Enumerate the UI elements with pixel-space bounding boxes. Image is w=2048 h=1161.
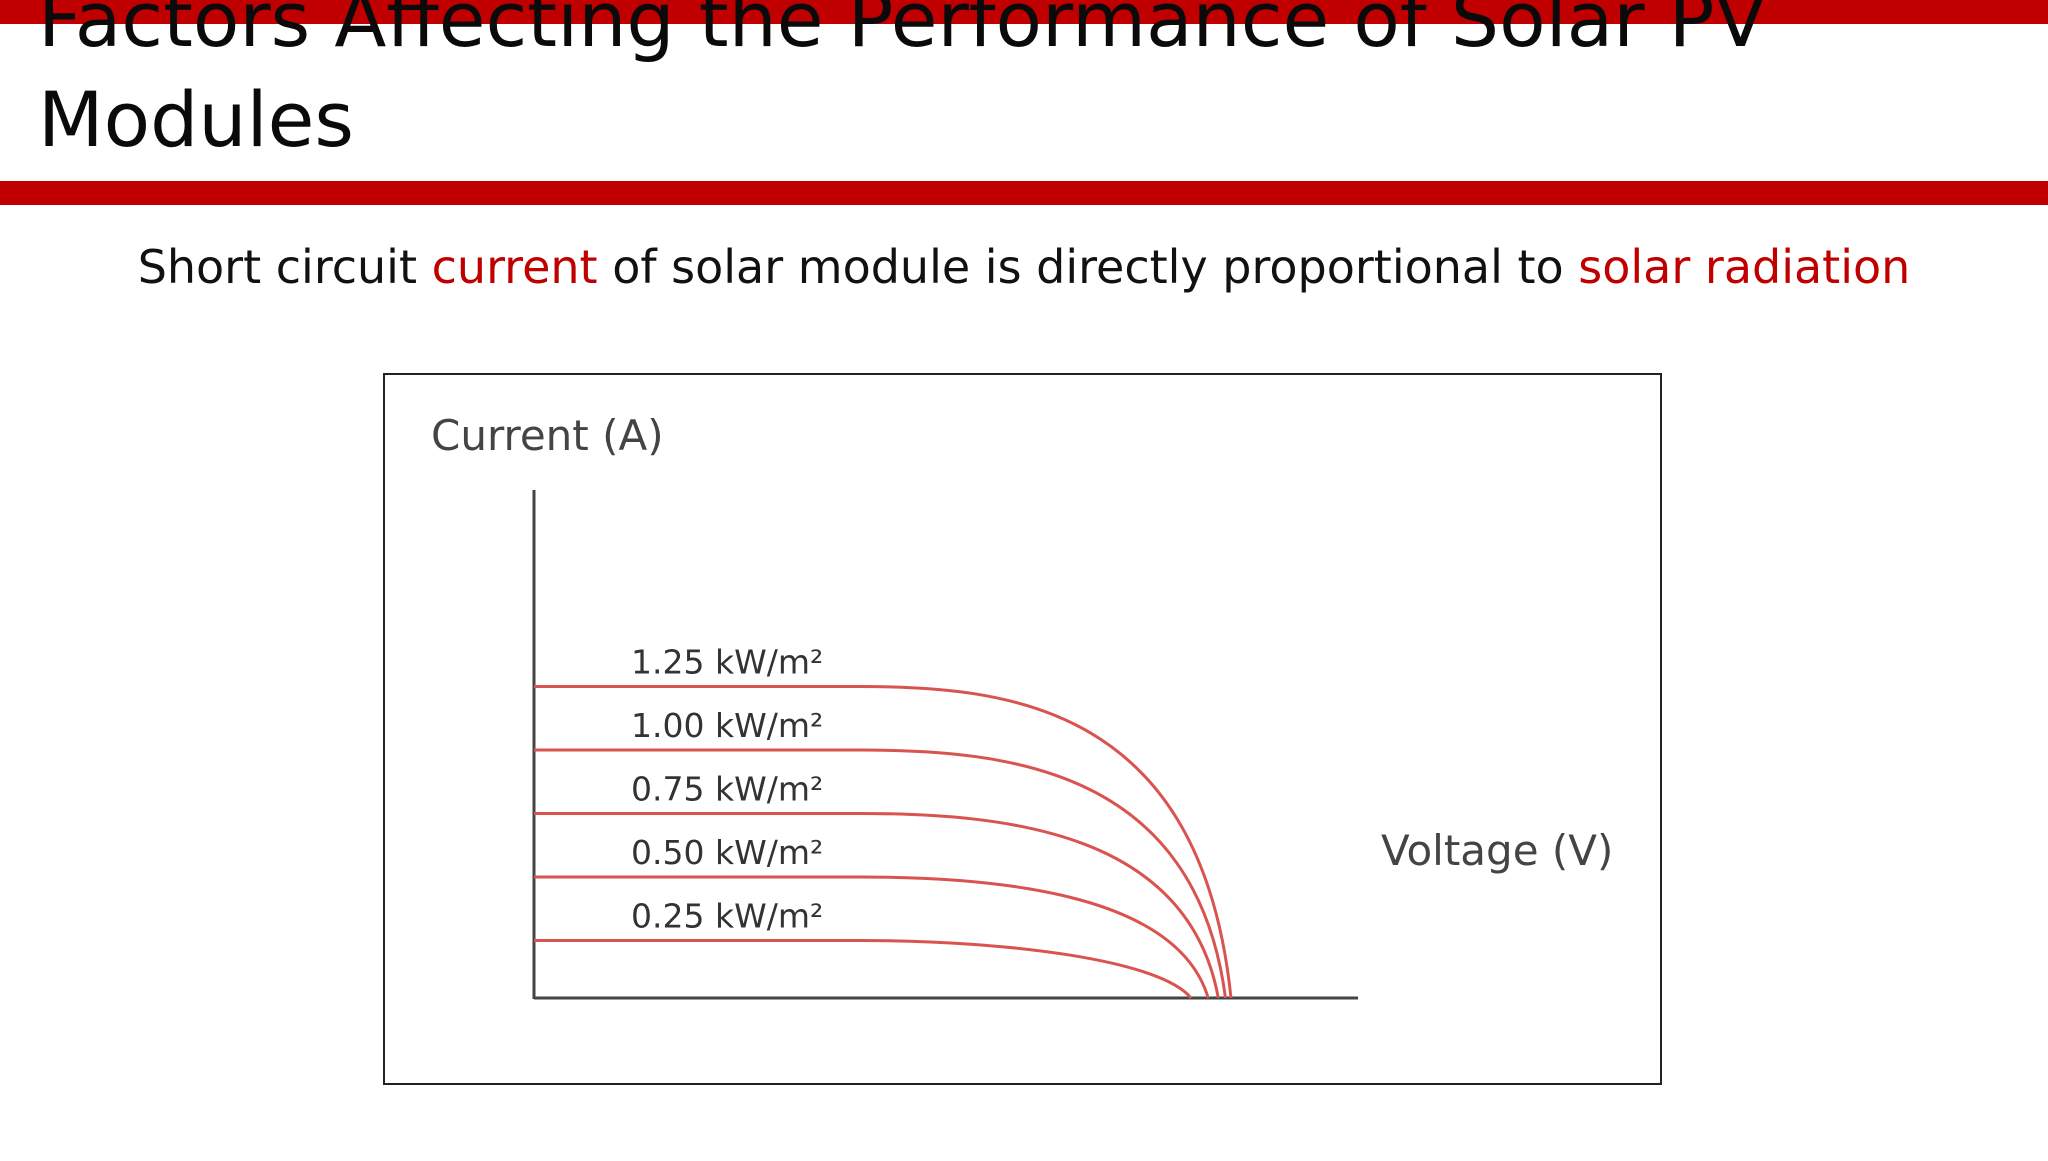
iv-curves-group: 1.25 kW/m² 1.00 kW/m² 0.75 kW/m² 0.50 kW/m²…: [534, 643, 1233, 999]
iv-curve-0: [534, 685, 1233, 999]
subtitle-highlight-radiation: solar radiation: [1578, 240, 1911, 294]
title-top-bar: [0, 0, 2048, 24]
slide-subtitle: Short circuit current of solar module is…: [0, 232, 2048, 302]
iv-curve-3: [534, 875, 1210, 999]
iv-curve-4: [534, 939, 1193, 999]
subtitle-text-1: Short circuit: [137, 240, 432, 294]
subtitle-highlight-current: current: [431, 240, 598, 294]
curve-label-2: 0.75 kW/m²: [631, 770, 823, 809]
curve-label-4: 0.25 kW/m²: [631, 897, 823, 936]
curve-label-0: 1.25 kW/m²: [631, 643, 823, 682]
iv-curve-1: [534, 748, 1227, 999]
slide-title: Factors Affecting the Performance of Sol…: [38, 0, 1767, 164]
subtitle-text-2: of solar module is directly proportional…: [597, 240, 1579, 294]
iv-curve-2: [534, 812, 1220, 999]
x-axis-label: Voltage (V): [1381, 826, 1613, 875]
curve-label-1: 1.00 kW/m²: [631, 706, 823, 745]
iv-curve-chart: Current (A) Voltage (V) 1.25 kW/m² 1.00 k…: [431, 411, 1613, 1000]
curve-label-3: 0.50 kW/m²: [631, 833, 823, 872]
y-axis-label: Current (A): [431, 411, 664, 460]
title-bottom-bar: [0, 181, 2048, 205]
iv-curve-figure: Current (A) Voltage (V) 1.25 kW/m² 1.00 k…: [383, 373, 1662, 1085]
